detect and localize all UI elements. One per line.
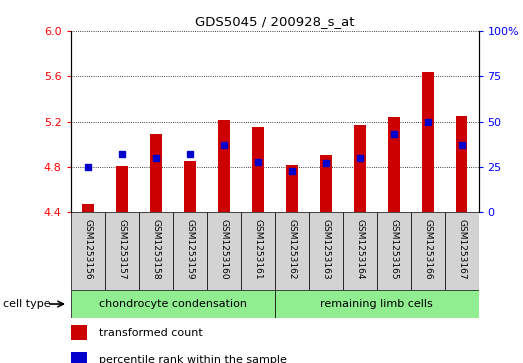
Bar <box>309 212 343 290</box>
Title: GDS5045 / 200928_s_at: GDS5045 / 200928_s_at <box>195 15 354 28</box>
Text: GSM1253156: GSM1253156 <box>83 219 92 279</box>
Bar <box>139 212 173 290</box>
Text: transformed count: transformed count <box>99 327 203 338</box>
Text: GSM1253161: GSM1253161 <box>253 219 262 279</box>
Bar <box>71 352 87 363</box>
Bar <box>320 155 332 212</box>
Bar <box>105 212 139 290</box>
Bar <box>173 212 207 290</box>
Text: GSM1253163: GSM1253163 <box>321 219 330 279</box>
Text: GSM1253159: GSM1253159 <box>185 219 194 279</box>
Text: GSM1253162: GSM1253162 <box>287 219 296 279</box>
Bar <box>275 212 309 290</box>
Text: GSM1253164: GSM1253164 <box>355 219 364 279</box>
Bar <box>388 117 400 212</box>
Bar <box>411 212 445 290</box>
Bar <box>422 72 434 212</box>
Bar <box>343 212 377 290</box>
Text: cell type: cell type <box>3 299 50 309</box>
Text: GSM1253158: GSM1253158 <box>151 219 160 279</box>
Bar <box>275 290 479 318</box>
Bar <box>286 165 298 212</box>
Text: remaining limb cells: remaining limb cells <box>320 299 433 309</box>
Bar <box>207 212 241 290</box>
Text: GSM1253160: GSM1253160 <box>219 219 228 279</box>
Bar <box>116 166 128 212</box>
Bar <box>218 121 230 212</box>
Bar <box>445 212 479 290</box>
Text: percentile rank within the sample: percentile rank within the sample <box>99 355 287 363</box>
Text: chondrocyte condensation: chondrocyte condensation <box>99 299 246 309</box>
Text: GSM1253166: GSM1253166 <box>423 219 432 279</box>
Text: GSM1253165: GSM1253165 <box>389 219 398 279</box>
Bar <box>82 204 94 212</box>
Bar <box>184 161 196 212</box>
Bar <box>354 125 366 212</box>
Bar <box>71 290 275 318</box>
Text: GSM1253157: GSM1253157 <box>117 219 126 279</box>
Bar <box>377 212 411 290</box>
Bar <box>252 127 264 212</box>
Bar <box>71 212 105 290</box>
Bar <box>456 116 468 212</box>
Bar <box>150 134 162 212</box>
Text: GSM1253167: GSM1253167 <box>457 219 466 279</box>
Bar <box>71 325 87 340</box>
Bar <box>241 212 275 290</box>
